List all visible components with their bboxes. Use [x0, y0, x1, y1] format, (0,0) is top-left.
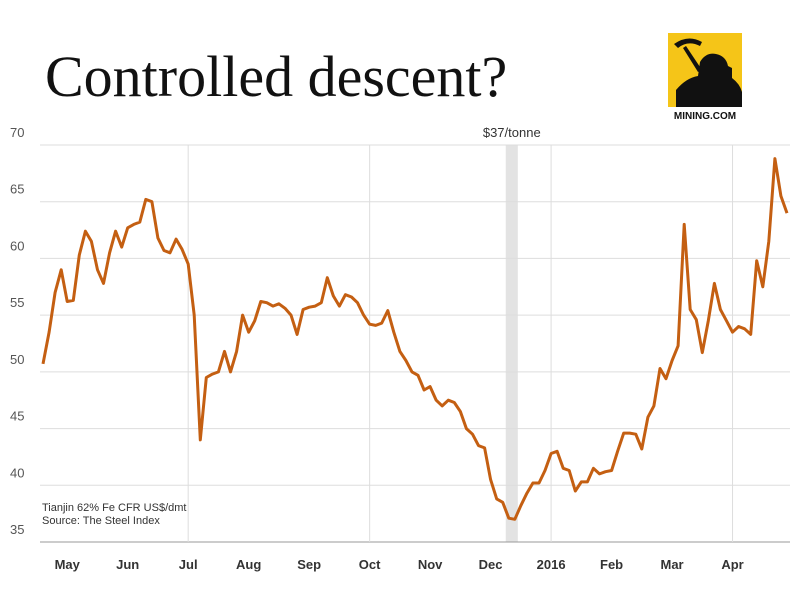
- x-tick-label: Mar: [660, 557, 683, 572]
- x-tick-label: May: [55, 557, 81, 572]
- x-tick-label: Jul: [179, 557, 198, 572]
- highlight-band: [505, 145, 518, 542]
- x-tick-label: Oct: [359, 557, 381, 572]
- note: Tianjin 62% Fe CFR US$/dmt: [42, 502, 186, 514]
- x-tick-label: Aug: [236, 557, 261, 572]
- logo-pick: [674, 38, 702, 72]
- x-tick-label: Dec: [479, 557, 503, 572]
- y-tick-label: 60: [10, 238, 24, 253]
- data-line: [41, 157, 789, 521]
- x-tick-label: Jun: [116, 557, 139, 572]
- x-tick-label: Nov: [418, 557, 443, 572]
- y-tick-label: 45: [10, 409, 24, 424]
- logo-miner: [676, 53, 742, 107]
- y-tick-label: 70: [10, 125, 24, 140]
- logo: MINING.COM: [668, 33, 742, 122]
- highlight-label: $37/tonne: [483, 125, 541, 140]
- logo-text: MINING.COM: [674, 111, 736, 122]
- note: Source: The Steel Index: [42, 515, 160, 527]
- y-tick-label: 65: [10, 182, 24, 197]
- y-tick-label: 50: [10, 352, 24, 367]
- x-tick-label: Feb: [600, 557, 623, 572]
- x-tick-label: Apr: [721, 557, 743, 572]
- x-tick-label: Sep: [297, 557, 321, 572]
- y-tick-label: 35: [10, 522, 24, 537]
- y-tick-label: 40: [10, 465, 24, 480]
- y-tick-label: 55: [10, 295, 24, 310]
- chart-title: Controlled descent?: [45, 44, 507, 109]
- x-tick-label: 2016: [537, 557, 566, 572]
